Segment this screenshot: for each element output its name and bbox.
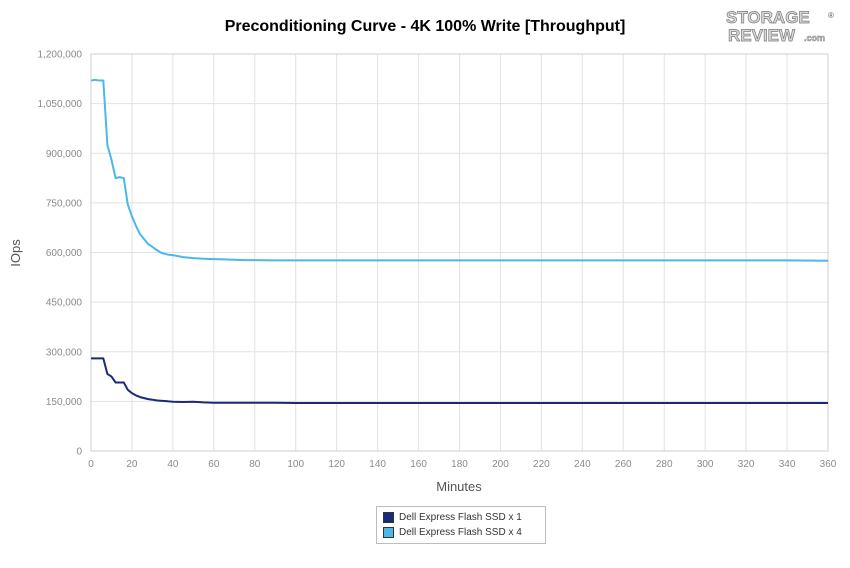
logo-line2: REVIEW [728,26,796,45]
plot-area [90,53,829,452]
y-tick-label: 600,000 [46,248,83,259]
x-tick-label: 180 [451,459,468,470]
y-tick-label: 300,000 [46,347,83,358]
legend-item: Dell Express Flash SSD x 1 [383,510,539,525]
logo-line1: STORAGE [726,8,810,27]
y-tick-label: 900,000 [46,149,83,160]
x-tick-label: 120 [328,459,345,470]
y-tick-label: 1,050,000 [38,99,83,110]
logo-registered-mark: ® [828,11,834,20]
x-tick-label: 200 [492,459,509,470]
y-tick-label: 450,000 [46,298,83,309]
logo-suffix: .com [804,33,825,43]
x-tick-label: 300 [697,459,714,470]
x-tick-label: 100 [287,459,304,470]
x-tick-label: 0 [88,459,94,470]
legend-label: Dell Express Flash SSD x 4 [399,527,522,538]
chart-title: Preconditioning Curve - 4K 100% Write [T… [224,18,626,35]
x-tick-label: 40 [167,459,179,470]
y-tick-label: 750,000 [46,198,83,209]
x-tick-label: 360 [820,459,837,470]
y-tick-label: 150,000 [46,397,83,408]
x-tick-label: 60 [208,459,220,470]
x-tick-label: 280 [656,459,673,470]
x-tick-label: 240 [574,459,591,470]
x-tick-label: 220 [533,459,550,470]
x-tick-label: 140 [369,459,386,470]
y-tick-label: 1,200,000 [38,50,83,61]
x-tick-label: 340 [779,459,796,470]
series-line-2 [90,78,829,262]
y-tick-label: 0 [76,447,82,458]
x-tick-label: 80 [249,459,261,470]
y-axis-ticks: 0 150,000 300,000 450,000 600,000 750,000 900,… [38,50,83,458]
x-axis-ticks: 0 20 40 60 80 100 120 140 160 180 200 220 240 260 280 3… [88,459,837,470]
x-tick-label: 20 [126,459,138,470]
grid-lines [90,53,829,452]
legend-label: Dell Express Flash SSD x 1 [399,512,522,523]
x-axis-title: Minutes [436,479,482,494]
storagereview-logo: STORAGE REVIEW .com ® [726,8,834,46]
x-tick-label: 260 [615,459,632,470]
legend-item: Dell Express Flash SSD x 4 [383,525,539,540]
legend-swatch-1 [383,512,394,523]
series-lines [90,78,829,404]
legend-swatch-2 [383,527,394,538]
legend: Dell Express Flash SSD x 1 Dell Express … [376,506,546,544]
x-tick-label: 320 [738,459,755,470]
x-tick-label: 160 [410,459,427,470]
series-line-1 [91,357,828,404]
y-axis-title: IOps [8,239,23,267]
